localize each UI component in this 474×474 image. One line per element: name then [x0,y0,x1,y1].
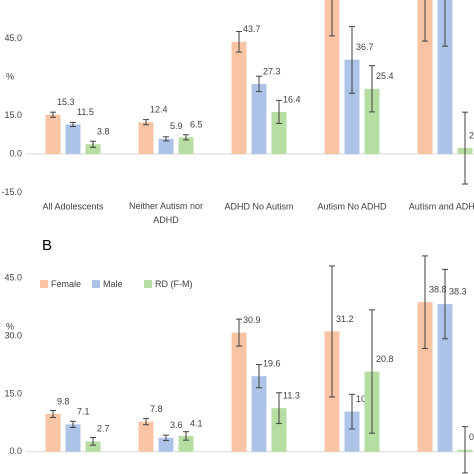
bar [364,88,380,154]
value-label: 30.9 [243,315,261,325]
value-label: 3.8 [97,127,110,137]
value-label: 43.7 [243,24,261,34]
bar [437,0,453,154]
value-label: 15.3 [57,97,75,107]
value-label: 5.9 [170,121,183,131]
bar [178,137,194,154]
y-tick-label: 30.0 [4,330,22,340]
bar [251,376,267,452]
bar [271,111,287,154]
bar [324,0,340,154]
bar [65,424,81,452]
bar [437,304,453,452]
value-label: 7.8 [150,404,163,414]
bar [138,122,154,154]
y-tick-label: -15.0 [1,187,22,197]
value-label: 0.5 [469,432,474,442]
value-label: 11.5 [77,107,94,117]
legend-swatch [40,280,48,288]
value-label: 6.5 [190,120,203,130]
x-tick-label: All Adolescents [42,201,104,211]
value-label: 38.3 [449,286,467,296]
bar [231,332,247,452]
value-label: 12.4 [150,105,168,115]
value-label: 20.8 [376,354,394,364]
bar [344,59,360,155]
value-label: 36.7 [356,42,374,52]
bar [251,83,267,154]
bar [271,408,287,452]
value-label: 27.3 [263,66,281,76]
bar [45,114,61,154]
bar [231,41,247,154]
bar [45,413,61,452]
y-tick-label: 0.0 [9,446,22,456]
legend-label: Female [51,279,81,289]
legend-swatch [144,280,152,288]
x-tick-label: ADHD No Autism [224,201,293,211]
value-label: 31.2 [336,314,354,324]
value-label: 4.1 [190,418,203,428]
value-label: 7.1 [77,407,90,417]
y-tick-label: 45.0 [4,273,22,283]
y-axis-label: % [6,322,14,332]
value-label: 2.7 [97,424,110,434]
bar [344,411,360,452]
y-tick-label: 15.0 [4,110,22,120]
bar [65,124,81,154]
bar [158,437,174,452]
legend-label: RD (F-M) [155,279,193,289]
x-tick-label: Autism No ADHD [317,201,387,211]
bar [85,441,101,452]
y-tick-label: 45.0 [4,33,22,43]
value-label: 2.3 [469,130,474,140]
x-tick-label: Neither Autism nor ADHD [129,201,203,225]
bar [417,302,433,452]
bar [417,0,433,154]
value-label: 16.4 [283,94,301,104]
y-axis-label: % [6,71,14,81]
value-label: 9.8 [57,396,70,406]
bar [178,435,194,452]
panel-label: B [42,240,52,254]
value-label: 25.4 [376,71,394,81]
chart-b: 0.0 15.0 30.0 45.0% B 9.8 7.8 30.9 31.2 38.8 7.1 3.… [4,240,474,474]
value-label: 19.6 [263,359,281,369]
y-tick-label: 0.0 [9,148,22,158]
chart-a: -15.00.015.045.0%15.312.443.7626411.55.9… [1,0,474,225]
legend-swatch [92,280,100,288]
bar [85,144,101,154]
y-tick-label: 15.0 [4,388,22,398]
bar [138,421,154,452]
value-label: 38.8 [429,285,447,295]
bar [158,138,174,154]
value-label: 3.6 [170,420,183,430]
x-tick-label: Autism and ADHD [409,201,474,211]
legend-label: Male [103,279,123,289]
value-label: 11.3 [283,391,300,401]
